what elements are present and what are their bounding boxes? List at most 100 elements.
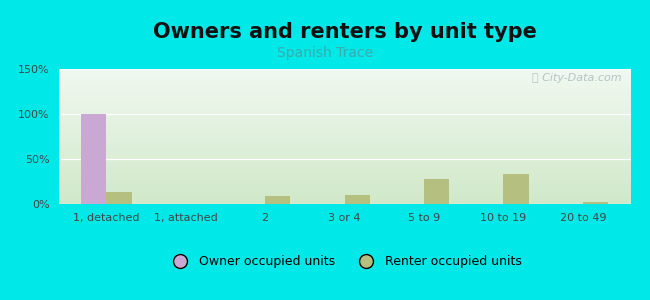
Bar — [58, 72, 630, 73]
Bar — [503, 174, 529, 204]
Bar — [58, 180, 630, 181]
Bar — [58, 99, 630, 100]
Bar — [58, 159, 630, 160]
Bar — [58, 131, 630, 132]
Bar — [58, 196, 630, 197]
Bar — [58, 198, 630, 199]
Bar — [58, 172, 630, 173]
Bar — [58, 179, 630, 180]
Bar — [58, 83, 630, 84]
Bar — [58, 199, 630, 200]
Bar — [58, 202, 630, 203]
Bar — [58, 132, 630, 133]
Legend: Owner occupied units, Renter occupied units: Owner occupied units, Renter occupied un… — [162, 250, 526, 273]
Bar — [58, 185, 630, 186]
Bar — [58, 137, 630, 138]
Bar — [58, 183, 630, 184]
Bar — [424, 179, 449, 204]
Bar — [58, 165, 630, 166]
Bar — [58, 85, 630, 86]
Bar — [58, 80, 630, 81]
Bar — [58, 70, 630, 71]
Bar — [58, 69, 630, 70]
Bar — [58, 192, 630, 193]
Bar — [58, 153, 630, 154]
Bar — [58, 129, 630, 130]
Bar — [58, 91, 630, 92]
Text: ⓘ City-Data.com: ⓘ City-Data.com — [532, 73, 622, 83]
Bar — [58, 130, 630, 131]
Bar — [58, 73, 630, 74]
Bar — [58, 151, 630, 152]
Bar — [58, 82, 630, 83]
Bar — [58, 116, 630, 117]
Bar — [58, 136, 630, 137]
Bar — [58, 195, 630, 196]
Bar — [58, 95, 630, 96]
Bar — [58, 114, 630, 115]
Bar — [58, 92, 630, 93]
Bar — [58, 110, 630, 111]
Bar — [81, 114, 106, 204]
Bar — [58, 134, 630, 135]
Bar — [58, 103, 630, 104]
Bar — [58, 122, 630, 123]
Bar — [58, 149, 630, 150]
Bar — [58, 126, 630, 127]
Bar — [58, 104, 630, 105]
Bar — [58, 155, 630, 156]
Bar — [58, 173, 630, 174]
Bar — [58, 75, 630, 76]
Bar — [58, 125, 630, 126]
Bar — [58, 100, 630, 101]
Bar — [58, 203, 630, 204]
Bar — [58, 156, 630, 157]
Bar — [58, 182, 630, 183]
Bar — [583, 202, 608, 204]
Bar — [265, 196, 291, 204]
Bar — [58, 162, 630, 163]
Bar — [344, 195, 370, 204]
Bar — [58, 168, 630, 169]
Bar — [58, 135, 630, 136]
Bar — [58, 98, 630, 99]
Bar — [58, 77, 630, 78]
Bar — [58, 196, 630, 197]
Bar — [58, 118, 630, 119]
Text: Spanish Trace: Spanish Trace — [277, 46, 373, 61]
Bar — [58, 169, 630, 170]
Bar — [58, 86, 630, 87]
Bar — [58, 94, 630, 95]
Bar — [58, 148, 630, 149]
Bar — [58, 144, 630, 145]
Bar — [58, 145, 630, 146]
Bar — [58, 141, 630, 142]
Bar — [58, 174, 630, 175]
Bar — [58, 154, 630, 155]
Bar — [58, 97, 630, 98]
Bar — [58, 102, 630, 103]
Bar — [58, 171, 630, 172]
Bar — [58, 107, 630, 108]
Bar — [58, 71, 630, 72]
Bar — [58, 120, 630, 121]
Bar — [58, 109, 630, 110]
Bar — [58, 90, 630, 91]
Bar — [58, 176, 630, 177]
Bar — [58, 147, 630, 148]
Bar — [58, 139, 630, 140]
Bar — [58, 188, 630, 189]
Bar — [58, 194, 630, 195]
Bar — [58, 87, 630, 88]
Bar — [58, 189, 630, 190]
Bar — [58, 113, 630, 114]
Bar — [106, 192, 131, 204]
Bar — [58, 79, 630, 80]
Bar — [58, 96, 630, 97]
Bar — [58, 163, 630, 164]
Bar — [58, 76, 630, 77]
Bar — [58, 88, 630, 89]
Bar — [58, 167, 630, 168]
Bar — [58, 121, 630, 122]
Bar — [58, 158, 630, 159]
